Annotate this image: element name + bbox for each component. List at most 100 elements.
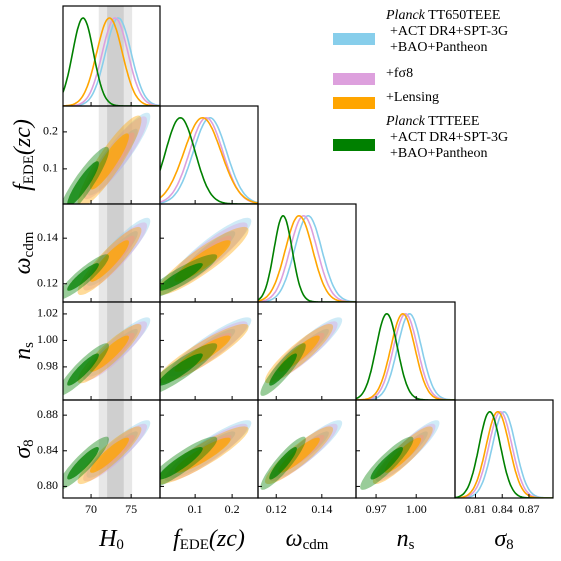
axis-label: σ8 (10, 439, 38, 458)
contour (269, 353, 297, 386)
axis-label-sub: EDE (180, 537, 209, 553)
x-tick-label: 0.2 (225, 502, 240, 516)
posterior-curve (258, 214, 356, 302)
legend-line: +ACT DR4+SPT-3G (390, 130, 508, 145)
panel (360, 420, 440, 490)
legend-line: +Lensing (386, 90, 439, 105)
contour (278, 437, 320, 473)
contour (160, 263, 203, 291)
y-tick-label: 0.12 (37, 276, 58, 290)
axis-label-main: ω (286, 526, 303, 552)
posterior-curve (356, 312, 455, 400)
posterior-curve (63, 17, 160, 106)
legend-line: TTTEEE (425, 114, 480, 129)
axis-label-main: ω (10, 257, 36, 274)
posterior-curve (258, 214, 356, 302)
panel (160, 116, 258, 204)
legend-line: +BAO+Pantheon (390, 146, 487, 161)
y-tick-label: 0.14 (37, 230, 58, 244)
legend-line: Planck (385, 8, 426, 23)
posterior-curve (455, 411, 553, 498)
posterior-curve (63, 17, 160, 106)
panel-frame (454, 399, 554, 499)
contour (384, 437, 422, 473)
axis-label: σ8 (494, 526, 513, 554)
contour (90, 335, 129, 372)
axis-label-sub: 8 (506, 537, 514, 553)
panel (258, 214, 356, 302)
y-tick-label: 1.00 (37, 332, 58, 346)
panel (63, 302, 151, 400)
x-tick-label: 0.87 (518, 502, 539, 516)
contour (90, 240, 129, 282)
axis-label-sub: cdm (21, 231, 37, 257)
axis-label-suffix: (zc) (209, 526, 245, 552)
axis-label-sub: 8 (21, 439, 37, 447)
x-tick-label: 0.14 (311, 502, 332, 516)
legend-swatch (333, 139, 375, 151)
axis-label-suffix: (zc) (10, 119, 36, 155)
panel (63, 6, 160, 106)
x-tick-label: 75 (125, 502, 137, 516)
legend-label: Planck TT650TEEE +ACT DR4+SPT-3G +BAO+Pant… (385, 8, 508, 55)
y-tick-label: 0.98 (37, 359, 58, 373)
panel (63, 400, 151, 498)
legend-label: +fσ8 (386, 66, 413, 81)
y-tick-label: 1.02 (37, 306, 58, 320)
axis-label-main: n (397, 526, 409, 552)
x-tick-label: 0.84 (492, 502, 513, 516)
axis-label: H0 (98, 526, 124, 554)
axis-label: ns (397, 526, 415, 554)
axis-label-main: n (10, 348, 36, 360)
panel (260, 420, 343, 490)
posterior-curve (160, 117, 258, 204)
contour (269, 447, 297, 480)
legend-line: TT650TEEE (425, 8, 501, 23)
axis-label: fEDE(zc) (173, 526, 245, 554)
contour (67, 161, 99, 204)
posterior-curve (63, 17, 160, 106)
legend-swatch (333, 33, 375, 45)
axis-label-main: f (10, 181, 36, 191)
legend-swatch (333, 73, 375, 85)
axis-label-main: H (98, 526, 118, 552)
contour (160, 353, 203, 386)
axis-label-main: σ (10, 446, 36, 459)
panel (356, 312, 455, 400)
x-tick-label: 0.97 (366, 502, 387, 516)
x-tick-label: 0.81 (465, 502, 486, 516)
contour (90, 437, 129, 473)
legend-label: Planck TTTEEE +ACT DR4+SPT-3G +BAO+Pantheo… (385, 114, 508, 161)
panel (160, 217, 252, 297)
contour (90, 133, 129, 190)
axis-label-sub: s (409, 537, 415, 553)
legend-line: +fσ8 (386, 66, 413, 81)
axis-label: ωcdm (10, 231, 38, 274)
contour (67, 353, 99, 386)
posterior-curve (160, 117, 258, 204)
axis-label: ns (10, 342, 38, 360)
posterior-curve (258, 215, 356, 302)
axis-label: fEDE(zc) (10, 119, 38, 191)
x-tick-label: 1.00 (406, 502, 427, 516)
axis-label-sub: cdm (303, 537, 329, 553)
y-tick-label: 0.88 (37, 407, 58, 421)
axis-label-sub: 0 (116, 537, 124, 553)
axis-label-sub: s (21, 342, 37, 348)
posterior-curve (356, 312, 455, 400)
y-tick-label: 0.84 (37, 443, 58, 457)
posterior-curve (356, 312, 455, 400)
legend-label: +Lensing (386, 90, 439, 105)
legend-line: +ACT DR4+SPT-3G (390, 24, 508, 39)
posterior-curve (160, 116, 258, 204)
panel (63, 204, 151, 302)
y-tick-label: 0.2 (43, 124, 58, 138)
posterior-curve (258, 214, 356, 302)
axis-label-main: f (173, 526, 183, 552)
posterior-curve (63, 17, 160, 106)
posterior-curve (356, 312, 455, 400)
contour (67, 447, 99, 480)
axis-label-main: σ (494, 526, 507, 552)
axis-label: ωcdm (286, 526, 329, 554)
legend-line: Planck (385, 114, 426, 129)
